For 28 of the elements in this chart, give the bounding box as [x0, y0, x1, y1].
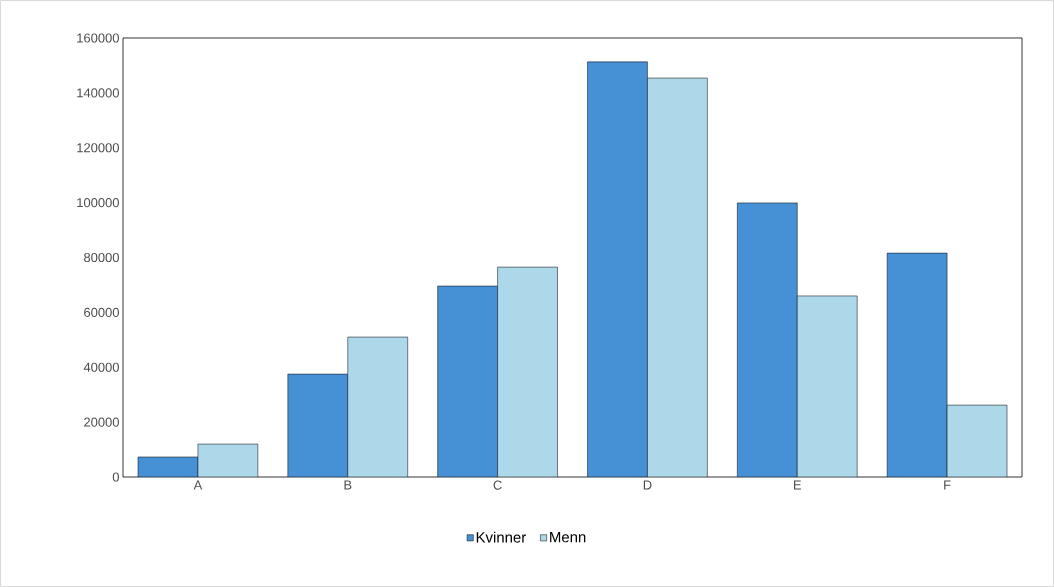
y-tick-label: 60000 [84, 307, 119, 317]
x-tick-label: F [944, 480, 951, 490]
legend-label: Menn [550, 531, 586, 543]
y-tick-label: 20000 [84, 417, 119, 427]
bar [197, 444, 258, 477]
bar [797, 295, 858, 477]
y-tick-label: 0 [112, 472, 119, 482]
bar [287, 374, 348, 477]
x-tick-label: E [794, 480, 802, 490]
bar [497, 267, 558, 477]
y-tick-label: 120000 [77, 143, 119, 153]
y-tick-label: 140000 [77, 88, 119, 98]
y-tick-label: 40000 [83, 362, 119, 372]
y-tick-label: 80000 [84, 252, 119, 263]
bar [737, 202, 798, 477]
x-tick-label: C [493, 480, 502, 490]
bar [946, 404, 1008, 477]
bar [647, 78, 708, 477]
x-tick-label: D [643, 480, 652, 490]
y-tick-label: 160000 [77, 33, 119, 43]
x-tick-label: B [344, 480, 352, 490]
y-tick-label: 100000 [77, 198, 119, 208]
legend-label: Kvinner [476, 531, 526, 543]
bar [437, 286, 498, 477]
bar [886, 252, 948, 477]
bar [347, 337, 408, 477]
bar [587, 61, 648, 477]
x-tick-label: A [193, 480, 203, 490]
